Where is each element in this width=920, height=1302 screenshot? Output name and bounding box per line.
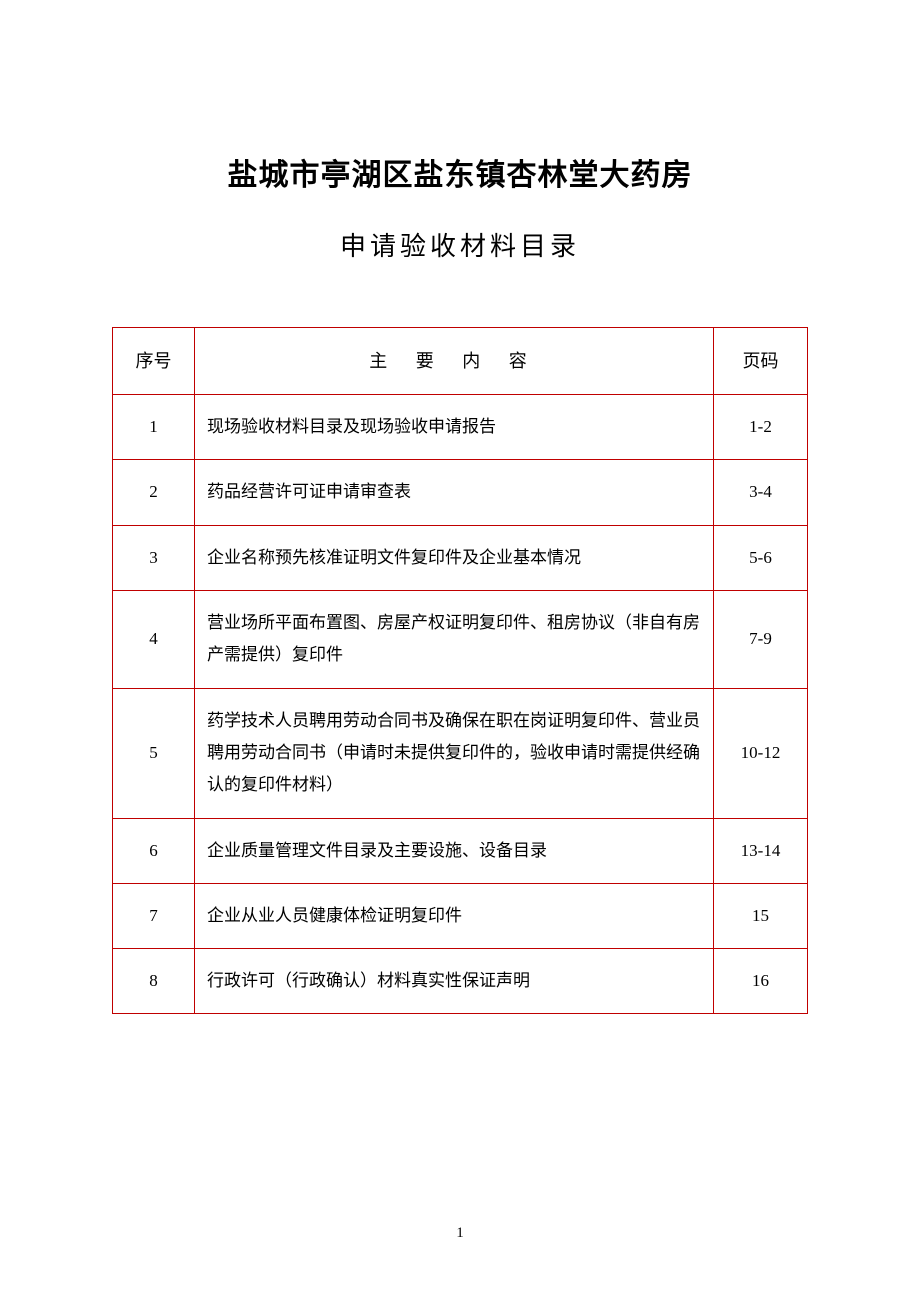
- header-page: 页码: [714, 328, 808, 395]
- cell-content: 企业质量管理文件目录及主要设施、设备目录: [195, 818, 714, 883]
- cell-seq: 1: [113, 395, 195, 460]
- title-sub: 申请验收材料目录: [112, 226, 808, 263]
- page-number: 1: [0, 1225, 920, 1242]
- table-row: 3 企业名称预先核准证明文件复印件及企业基本情况 5-6: [113, 525, 808, 590]
- table-row: 8 行政许可（行政确认）材料真实性保证声明 16: [113, 949, 808, 1014]
- toc-header-row: 序号 主 要 内 容 页码: [113, 328, 808, 395]
- cell-content: 药学技术人员聘用劳动合同书及确保在职在岗证明复印件、营业员聘用劳动合同书（申请时…: [195, 688, 714, 818]
- cell-page: 10-12: [714, 688, 808, 818]
- cell-page: 5-6: [714, 525, 808, 590]
- table-row: 6 企业质量管理文件目录及主要设施、设备目录 13-14: [113, 818, 808, 883]
- cell-seq: 4: [113, 591, 195, 689]
- cell-seq: 6: [113, 818, 195, 883]
- cell-seq: 7: [113, 883, 195, 948]
- cell-content: 企业从业人员健康体检证明复印件: [195, 883, 714, 948]
- title-main: 盐城市亭湖区盐东镇杏林堂大药房: [112, 150, 808, 194]
- cell-seq: 3: [113, 525, 195, 590]
- cell-page: 7-9: [714, 591, 808, 689]
- table-row: 4 营业场所平面布置图、房屋产权证明复印件、租房协议（非自有房产需提供）复印件 …: [113, 591, 808, 689]
- cell-content: 企业名称预先核准证明文件复印件及企业基本情况: [195, 525, 714, 590]
- toc-body: 1 现场验收材料目录及现场验收申请报告 1-2 2 药品经营许可证申请审查表 3…: [113, 395, 808, 1014]
- header-content: 主 要 内 容: [195, 328, 714, 395]
- cell-seq: 2: [113, 460, 195, 525]
- table-row: 2 药品经营许可证申请审查表 3-4: [113, 460, 808, 525]
- cell-page: 1-2: [714, 395, 808, 460]
- document-page: 盐城市亭湖区盐东镇杏林堂大药房 申请验收材料目录 序号 主 要 内 容 页码 1…: [0, 0, 920, 1302]
- cell-page: 13-14: [714, 818, 808, 883]
- cell-content: 行政许可（行政确认）材料真实性保证声明: [195, 949, 714, 1014]
- toc-table: 序号 主 要 内 容 页码 1 现场验收材料目录及现场验收申请报告 1-2 2 …: [112, 327, 808, 1014]
- table-row: 7 企业从业人员健康体检证明复印件 15: [113, 883, 808, 948]
- cell-seq: 5: [113, 688, 195, 818]
- cell-seq: 8: [113, 949, 195, 1014]
- cell-content: 药品经营许可证申请审查表: [195, 460, 714, 525]
- header-seq: 序号: [113, 328, 195, 395]
- cell-page: 3-4: [714, 460, 808, 525]
- cell-content: 营业场所平面布置图、房屋产权证明复印件、租房协议（非自有房产需提供）复印件: [195, 591, 714, 689]
- cell-page: 16: [714, 949, 808, 1014]
- cell-page: 15: [714, 883, 808, 948]
- table-row: 5 药学技术人员聘用劳动合同书及确保在职在岗证明复印件、营业员聘用劳动合同书（申…: [113, 688, 808, 818]
- cell-content: 现场验收材料目录及现场验收申请报告: [195, 395, 714, 460]
- table-row: 1 现场验收材料目录及现场验收申请报告 1-2: [113, 395, 808, 460]
